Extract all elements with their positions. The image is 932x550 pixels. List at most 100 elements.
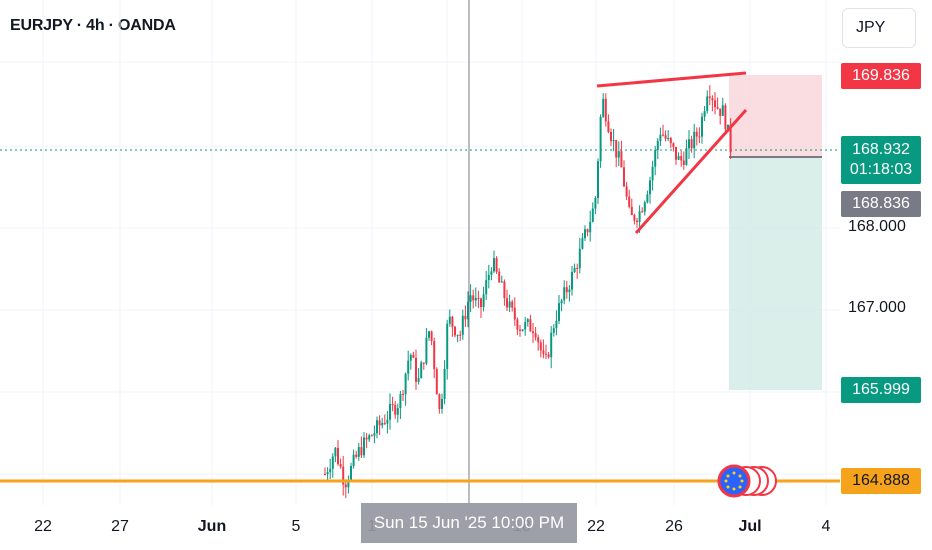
candle: [337, 447, 339, 465]
candle: [690, 139, 693, 149]
candle: [454, 326, 456, 336]
candle: [430, 331, 433, 342]
candle: [714, 100, 716, 108]
candle: [376, 420, 378, 434]
candle: [381, 422, 384, 426]
candle: [607, 121, 610, 132]
candle: [633, 215, 636, 221]
candle: [378, 420, 381, 426]
candle: [604, 98, 607, 122]
candle: [490, 271, 493, 275]
bar-countdown: 01:18:03: [849, 161, 913, 178]
candle: [469, 295, 472, 302]
candle: [669, 137, 672, 144]
candle: [646, 194, 649, 203]
candle: [675, 146, 677, 160]
x-tick: 26: [665, 518, 683, 535]
candle: [578, 248, 581, 269]
candle: [435, 369, 438, 395]
x-tick: 5: [291, 518, 301, 535]
candle: [524, 322, 527, 330]
candle: [404, 373, 407, 395]
candle: [503, 281, 506, 299]
x-tick: 22: [34, 518, 52, 535]
candle: [373, 433, 376, 436]
candle: [485, 280, 488, 295]
candle: [664, 135, 667, 139]
candle: [428, 331, 430, 338]
candle: [651, 166, 654, 181]
candle: [493, 258, 495, 272]
candle: [727, 124, 729, 130]
candle: [545, 353, 547, 355]
candle: [643, 202, 646, 212]
wedge-upper-line[interactable]: [596, 71, 747, 88]
candle: [407, 360, 410, 374]
event-icons[interactable]: [717, 464, 777, 498]
level-price-label: 164.888: [841, 468, 921, 494]
candle: [456, 334, 459, 336]
candle: [552, 328, 555, 333]
candle: [334, 447, 337, 457]
x-tick: 4: [821, 518, 831, 535]
candle: [409, 354, 412, 361]
wedge-lower-line[interactable]: [634, 109, 748, 234]
candle: [498, 271, 501, 283]
candle: [682, 160, 685, 165]
candle: [654, 150, 657, 167]
candle: [672, 143, 675, 147]
candle: [394, 404, 397, 415]
candle: [565, 287, 568, 293]
candle: [534, 333, 537, 338]
candle: [495, 258, 498, 272]
candle: [352, 454, 355, 466]
candle: [537, 337, 540, 343]
candle: [511, 301, 514, 308]
candle: [656, 141, 659, 151]
entry-price-label: 168.836: [841, 191, 921, 217]
candle: [344, 484, 347, 488]
candle: [412, 354, 415, 358]
candle: [472, 295, 475, 301]
candle: [389, 404, 391, 420]
eu-flag-icon: [717, 464, 751, 498]
candle: [568, 289, 571, 293]
candle: [365, 437, 368, 440]
candle: [441, 399, 443, 409]
candle: [415, 357, 417, 382]
candle: [680, 156, 683, 161]
candle: [716, 107, 719, 109]
currency-button[interactable]: JPY: [842, 8, 916, 48]
target-price-label: 165.999: [841, 377, 921, 403]
candle: [584, 229, 586, 239]
candle: [677, 156, 680, 160]
candle: [701, 116, 703, 137]
chart-title: EURJPY · 4h · OANDA: [10, 17, 176, 34]
candle: [448, 316, 451, 324]
candle: [339, 464, 342, 467]
candle: [506, 298, 508, 308]
candle: [573, 267, 576, 272]
candle: [576, 267, 579, 269]
candle: [667, 137, 670, 139]
candle: [630, 206, 633, 216]
candle: [519, 329, 521, 331]
candle: [729, 124, 732, 152]
candle: [641, 211, 644, 213]
candle: [532, 331, 534, 334]
candle: [459, 334, 462, 336]
candle: [693, 131, 696, 149]
stop-price-label: 169.836: [841, 63, 921, 89]
candle: [711, 98, 714, 101]
candle: [708, 96, 711, 99]
x-tick: Jun: [197, 518, 227, 535]
candle: [695, 131, 698, 137]
candle: [391, 404, 394, 406]
candle: [571, 271, 573, 290]
candle: [589, 221, 592, 233]
candle: [628, 196, 631, 207]
candle: [698, 136, 701, 138]
candle: [638, 211, 641, 223]
candle: [724, 105, 727, 130]
